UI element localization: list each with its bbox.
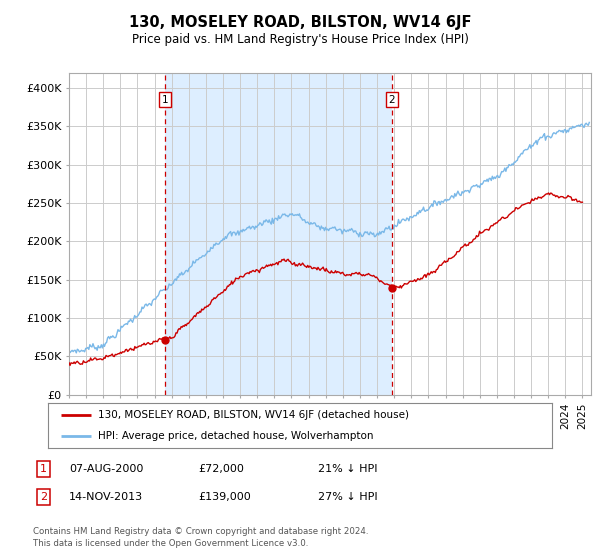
Text: 27% ↓ HPI: 27% ↓ HPI [318,492,377,502]
Text: £72,000: £72,000 [198,464,244,474]
Text: 14-NOV-2013: 14-NOV-2013 [69,492,143,502]
Text: HPI: Average price, detached house, Wolverhampton: HPI: Average price, detached house, Wolv… [98,431,374,441]
Text: 130, MOSELEY ROAD, BILSTON, WV14 6JF: 130, MOSELEY ROAD, BILSTON, WV14 6JF [129,15,471,30]
Text: £139,000: £139,000 [198,492,251,502]
Bar [165,73,392,395]
Text: 2: 2 [40,492,47,502]
Text: Price paid vs. HM Land Registry's House Price Index (HPI): Price paid vs. HM Land Registry's House … [131,32,469,46]
Text: 130, MOSELEY ROAD, BILSTON, WV14 6JF (detached house): 130, MOSELEY ROAD, BILSTON, WV14 6JF (de… [98,410,409,421]
Text: 2: 2 [389,95,395,105]
Text: 21% ↓ HPI: 21% ↓ HPI [318,464,377,474]
Text: 1: 1 [40,464,47,474]
Text: Contains HM Land Registry data © Crown copyright and database right 2024.
This d: Contains HM Land Registry data © Crown c… [33,527,368,548]
Text: 1: 1 [161,95,168,105]
Text: 07-AUG-2000: 07-AUG-2000 [69,464,143,474]
